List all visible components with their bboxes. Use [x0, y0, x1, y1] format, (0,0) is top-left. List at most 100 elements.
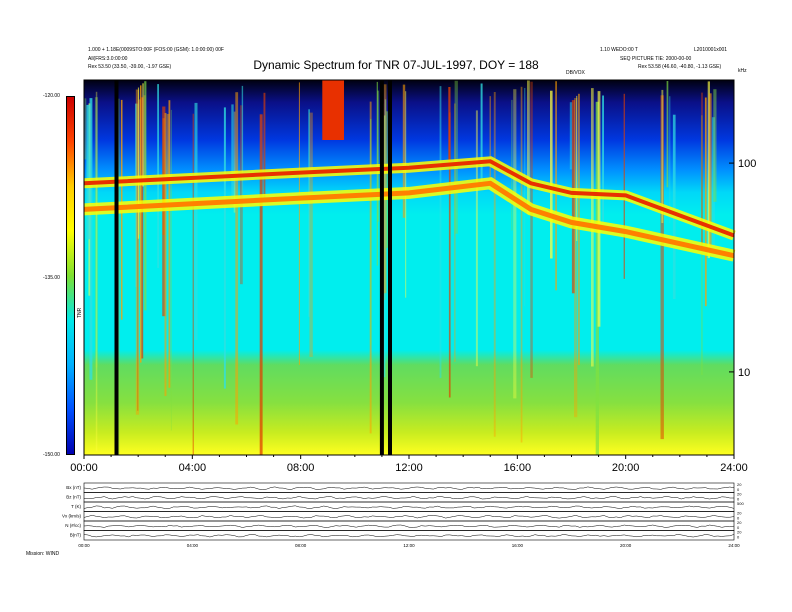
streak [524, 88, 526, 307]
panel-trace [83, 496, 734, 500]
streak [240, 105, 243, 285]
x-tick-label: 16:00 [504, 462, 532, 474]
data-gap [379, 80, 384, 455]
panel-label: T (K) [71, 504, 81, 509]
streak [233, 111, 236, 213]
streak [383, 115, 386, 378]
panel-right-tick: 20 [737, 520, 742, 525]
panel-trace [83, 515, 735, 519]
colorbar-tick-min: -150.00 [43, 452, 60, 458]
streak [94, 97, 98, 368]
header-info-right4: Rex 53.58 (46.60, -40.80, -1.13 GSE) [638, 64, 722, 70]
streak [309, 112, 313, 357]
page-title: Dynamic Spectrum for TNR 07-JUL-1997, DO… [253, 58, 539, 72]
panel-label: Vx (km/s) [62, 514, 81, 519]
streak [168, 100, 171, 388]
upper-emission-band [83, 159, 735, 238]
panel-right-tick: 0 [737, 497, 740, 502]
streak [86, 104, 90, 240]
panel-time-tick: 08:00 [295, 543, 307, 548]
streak [135, 89, 140, 415]
panel-label: B(nT) [70, 533, 82, 538]
panel-right-tick: 0 [737, 487, 740, 492]
data-gaps [114, 80, 392, 455]
y-tick-label: 100 [738, 158, 756, 170]
panel-trace [83, 505, 735, 509]
streak [661, 89, 664, 224]
streak [140, 85, 142, 363]
streak [713, 89, 717, 202]
streak [164, 113, 167, 396]
panel-frame [83, 492, 735, 503]
streak [454, 103, 456, 362]
streak [223, 107, 226, 389]
streak [95, 91, 98, 452]
streak [711, 117, 715, 246]
streak [235, 92, 239, 425]
streak [520, 86, 523, 443]
header-info-line1: 1.000 + 1.18E(0009STO:00F (FOS:00 (GSM):… [88, 47, 224, 53]
header-info-line3: Rex 53.50 (33.50, -39.00, -1.97 GSE) [88, 64, 172, 70]
panel-time-tick: 12:00 [403, 543, 415, 548]
streak [574, 98, 578, 418]
unit-label: DB/VOX [566, 70, 585, 76]
frequency-axis: 100 10 [729, 158, 756, 379]
streak [475, 110, 478, 367]
panel-right-tick: 20 [737, 530, 742, 535]
streak [707, 81, 710, 259]
panel-time-tick: 16:00 [512, 543, 524, 548]
streak [448, 112, 451, 398]
colorbar-tick-max: -120.00 [43, 93, 60, 99]
streak [623, 93, 625, 279]
data-gap [388, 80, 392, 455]
khz-label: kHz [738, 68, 747, 74]
streak [259, 114, 263, 456]
radio-burst [322, 80, 344, 140]
streak [480, 83, 483, 186]
time-axis: 00:00 04:00 08:00 12:00 16:00 20:00 24:00 [70, 455, 748, 474]
streak [135, 103, 139, 287]
streak [298, 82, 300, 365]
streak [439, 86, 442, 378]
streak [530, 81, 533, 378]
x-tick-label: 12:00 [395, 462, 423, 474]
streak [231, 104, 234, 201]
streak [597, 91, 601, 327]
x-tick-label: 04:00 [179, 462, 207, 474]
streak [89, 98, 93, 380]
panel-footer: Mission: WIND [26, 551, 60, 557]
streak [704, 97, 707, 307]
panel-right-tick: 20 [737, 482, 742, 487]
panel-time-tick: 24:00 [728, 543, 740, 548]
streak [117, 98, 120, 455]
lower-emission-band [83, 180, 735, 259]
x-tick-label: 00:00 [70, 462, 98, 474]
streak [144, 81, 147, 311]
header-info-right3: SEQ PICTURE TIE: 2000-00-00 [620, 56, 692, 62]
streak [166, 114, 170, 183]
header-info-right2: L2010001x001 [694, 47, 728, 53]
streak [669, 96, 671, 224]
streak [660, 95, 664, 440]
streak [84, 98, 87, 160]
panel-trace [83, 524, 735, 528]
streak [137, 87, 140, 239]
streak [170, 109, 172, 431]
header-info-line2: All(FRS:3.0:00:00 [88, 56, 128, 62]
streak [194, 102, 198, 341]
data-gap [114, 80, 119, 455]
streak [489, 96, 491, 189]
streak [384, 99, 387, 252]
streak [569, 102, 573, 170]
panel-time-tick: 00:00 [78, 543, 90, 548]
colorbar-tick-mid: -135.00 [43, 275, 60, 281]
panel-right-tick: 500 [737, 501, 744, 506]
y-tick-label: 10 [738, 367, 750, 379]
streak [454, 80, 458, 234]
panel-label: Bz (nT) [66, 495, 81, 500]
header-info-right1: 1.10 WEDO:00 T [600, 47, 638, 53]
streak [402, 84, 406, 218]
streak [137, 101, 139, 411]
x-tick-label: 24:00 [720, 462, 748, 474]
